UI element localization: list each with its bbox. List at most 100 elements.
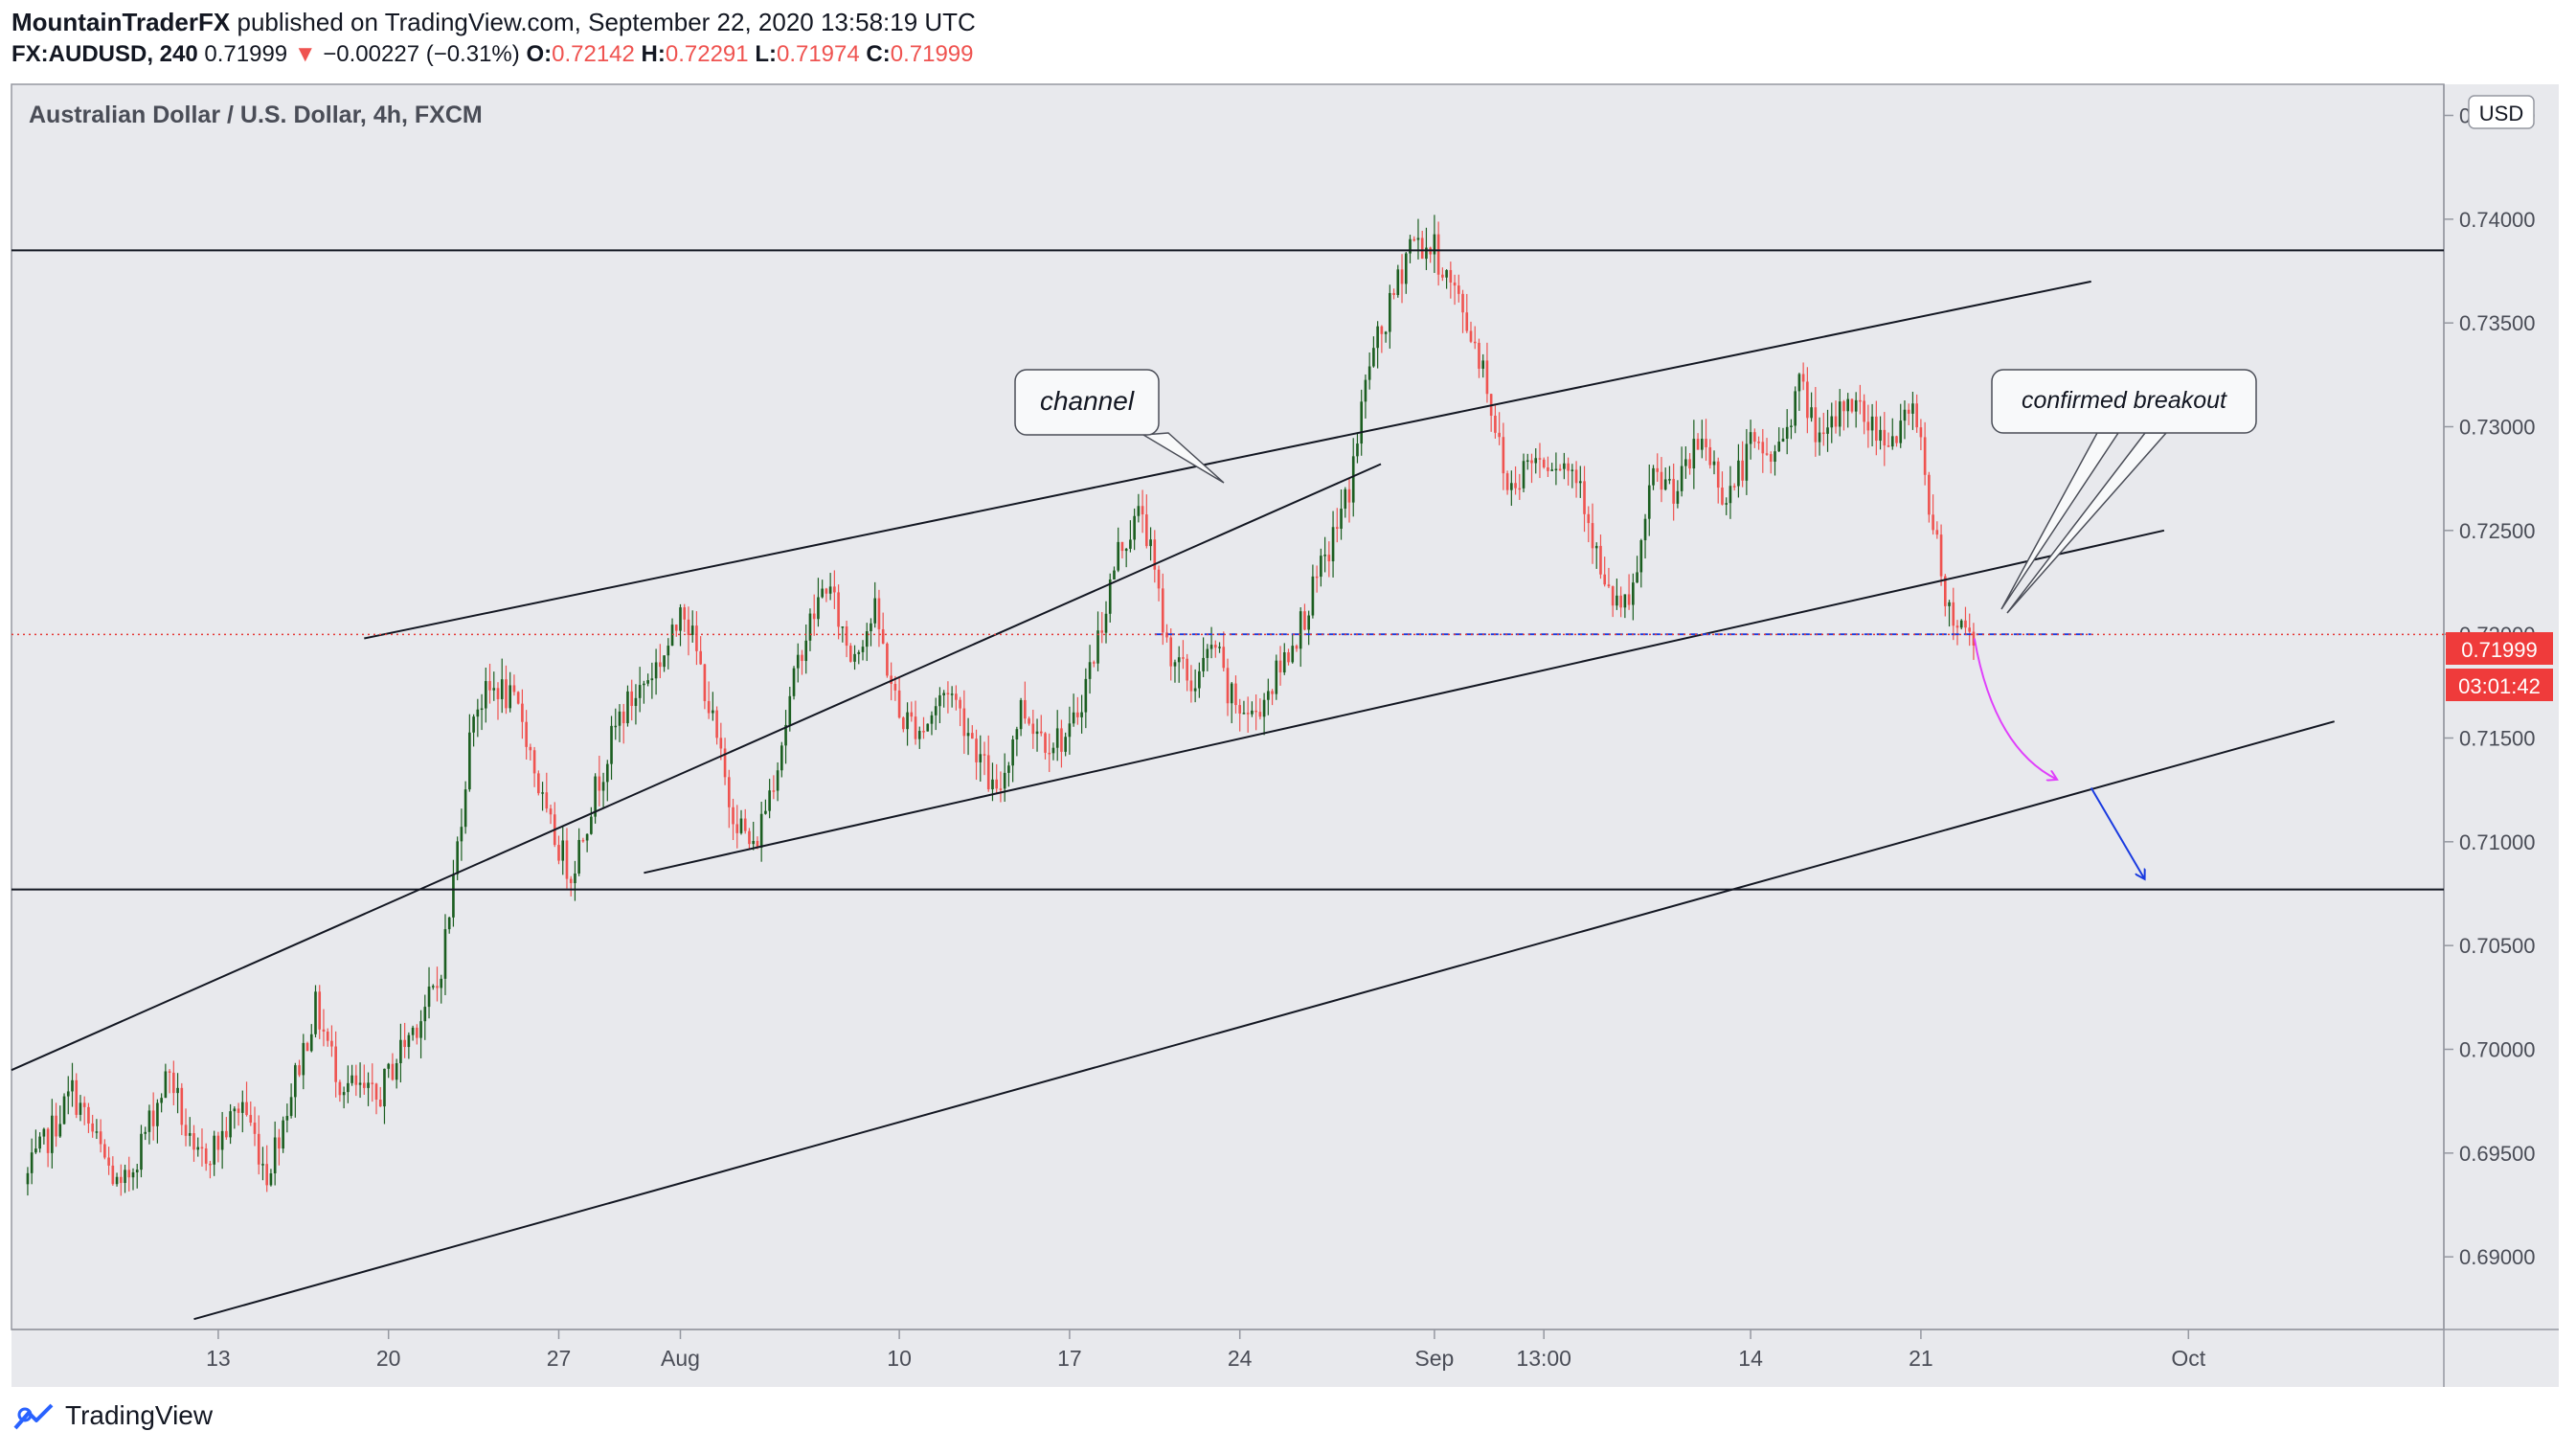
candle-body	[436, 986, 439, 988]
candle-body	[1100, 630, 1104, 633]
candle-body	[833, 586, 836, 593]
candle-body	[1364, 379, 1367, 402]
candle-body	[334, 1046, 337, 1082]
candle-body	[712, 710, 714, 714]
x-tick-label: Aug	[661, 1346, 700, 1371]
candle-body	[1647, 485, 1651, 519]
candle-body	[200, 1147, 204, 1149]
x-tick-label: 27	[547, 1346, 572, 1371]
candle-body	[269, 1173, 273, 1186]
candle-body	[1797, 374, 1801, 392]
candle-body	[1396, 269, 1400, 295]
candle-body	[407, 1034, 411, 1048]
candle-body	[1692, 439, 1696, 469]
candle-body	[1777, 442, 1781, 452]
candle-body	[30, 1152, 34, 1173]
candle-body	[1737, 460, 1740, 487]
candle-body	[577, 839, 580, 874]
candle-body	[853, 653, 856, 662]
candle-body	[1449, 269, 1453, 283]
candle-body	[452, 874, 455, 918]
x-tick-label: Sep	[1414, 1346, 1454, 1371]
candle-body	[772, 790, 776, 792]
candle-body	[1964, 620, 1967, 628]
candle-body	[979, 754, 983, 762]
candle-body	[1182, 657, 1185, 659]
candle-body	[362, 1082, 366, 1088]
breakout-callout[interactable]: confirmed breakout	[1991, 369, 2257, 614]
x-tick-label: 21	[1909, 1346, 1933, 1371]
candle-body	[1741, 460, 1744, 481]
candle-body	[131, 1171, 135, 1178]
candle-body	[801, 654, 803, 662]
candle-body	[1708, 446, 1712, 466]
candle-body	[354, 1075, 358, 1085]
candle-body	[837, 592, 840, 627]
candle-body	[1619, 595, 1622, 608]
candle-body	[147, 1110, 151, 1132]
candle-body	[237, 1108, 240, 1113]
channel-callout[interactable]: channel	[1014, 369, 1225, 484]
candle-body	[1883, 429, 1887, 446]
candle-body	[209, 1163, 212, 1166]
candle-body	[1080, 712, 1083, 717]
candle-body	[51, 1115, 54, 1153]
candle-body	[1039, 731, 1043, 734]
current-price-label: 0.71999	[2461, 638, 2538, 662]
candle-body	[1425, 247, 1428, 260]
channel-label: channel	[1040, 386, 1135, 416]
y-tick-label: 0.70500	[2459, 934, 2536, 958]
candle-body	[848, 646, 852, 662]
candle-body	[443, 929, 447, 979]
candle-body	[529, 746, 532, 751]
candle-body	[192, 1133, 195, 1150]
candle-body	[881, 628, 885, 644]
candle-body	[1445, 269, 1448, 278]
candle-body	[1522, 461, 1525, 488]
candle-body	[841, 626, 845, 628]
candle-body	[1104, 613, 1108, 633]
author-name[interactable]: MountainTraderFX	[11, 8, 231, 36]
time-axis[interactable]: 13 20 27 Aug 10 17 24 Sep 13:00 14 21 Oct	[206, 1329, 2206, 1371]
x-tick-label: 10	[887, 1346, 912, 1371]
candle-body	[962, 708, 966, 737]
candle-body	[1384, 331, 1388, 334]
candle-body	[1282, 652, 1286, 673]
candle-body	[318, 991, 322, 1030]
candle-body	[776, 770, 780, 791]
target-arrow	[2090, 786, 2145, 879]
low-label: L:	[755, 41, 777, 67]
y-tick-label: 0.69500	[2459, 1142, 2536, 1166]
candle-body	[663, 655, 666, 668]
candle-body	[983, 754, 986, 756]
candle-body	[557, 845, 560, 861]
x-tick-label: 20	[376, 1346, 401, 1371]
candle-body	[1015, 729, 1019, 739]
candle-body	[484, 681, 487, 709]
candle-body	[1550, 469, 1553, 471]
candle-body	[946, 693, 950, 695]
candle-body	[1781, 438, 1785, 443]
candle-body	[1409, 239, 1412, 254]
candle-body	[618, 711, 621, 726]
tradingview-branding[interactable]: TradingView	[13, 1400, 213, 1431]
projection-arrow	[1973, 638, 2057, 780]
candle-body	[34, 1148, 37, 1153]
candle-body	[1141, 506, 1144, 515]
candle-body	[825, 588, 828, 594]
candle-body	[1518, 488, 1522, 490]
candle-body	[399, 1039, 402, 1064]
candle-body	[75, 1079, 79, 1115]
currency-badge[interactable]: USD	[2468, 95, 2535, 129]
candle-body	[1120, 541, 1124, 552]
y-tick-label: 0.71000	[2459, 830, 2536, 854]
candle-body	[1952, 602, 1955, 626]
candle-body	[1473, 341, 1477, 344]
candle-body	[1246, 713, 1250, 715]
candle-body	[727, 777, 731, 807]
candle-body	[1275, 660, 1278, 694]
candle-body	[95, 1131, 99, 1133]
candle-body	[1230, 683, 1233, 704]
candle-body	[26, 1172, 30, 1185]
